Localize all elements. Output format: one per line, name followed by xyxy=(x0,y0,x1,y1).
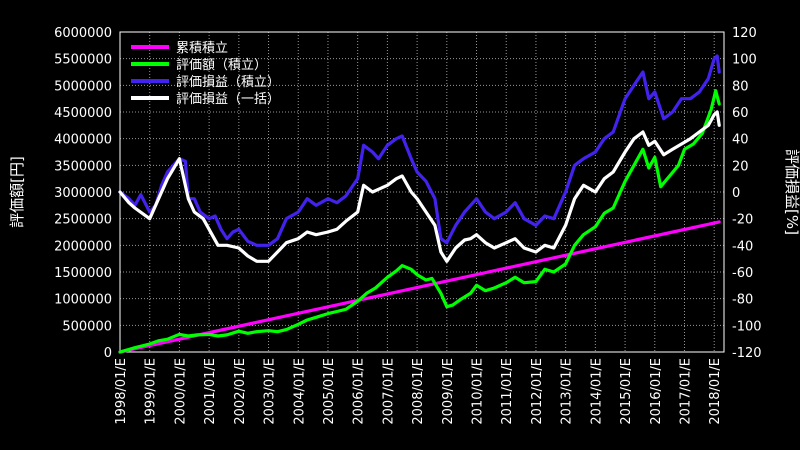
y-left-tick-label: 1500000 xyxy=(54,266,112,281)
y-left-tick-label: 4500000 xyxy=(54,106,112,121)
y-right-tick-label: 20 xyxy=(732,159,749,174)
x-tick-label: 2000/01/E xyxy=(173,358,188,425)
y-left-tick-label: 2500000 xyxy=(54,213,112,228)
y-right-tick-label: -20 xyxy=(732,213,753,228)
x-tick-label: 2015/01/E xyxy=(619,358,634,425)
x-tick-label: 2016/01/E xyxy=(649,358,664,425)
y-right-tick-label: 60 xyxy=(732,106,749,121)
x-tick-label: 2011/01/E xyxy=(500,358,515,425)
legend-label: 評価額（積立） xyxy=(176,58,267,73)
y-right-tick-label: -120 xyxy=(732,346,762,361)
y-right-tick-label: 40 xyxy=(732,133,749,148)
y-axis-right-ticks: -120 -100 -80 -60 -40 -20 0 20 40 60 80 100 120 xyxy=(732,26,762,361)
series-line-3 xyxy=(118,54,721,247)
y-axis-left-title: 評価額[円] xyxy=(8,156,26,228)
y-left-tick-label: 2000000 xyxy=(54,239,112,254)
x-tick-label: 2007/01/E xyxy=(381,358,396,425)
series-line-1 xyxy=(118,220,721,354)
y-right-tick-label: -100 xyxy=(732,319,762,334)
y-right-tick-label: 80 xyxy=(732,79,749,94)
y-right-tick-label: 120 xyxy=(732,26,757,41)
y-axis-left-ticks: 0 500000 1000000 1500000 2000000 2500000 30000… xyxy=(54,26,112,361)
x-tick-label: 2010/01/E xyxy=(471,358,486,425)
x-tick-label: 2012/01/E xyxy=(530,358,545,425)
x-tick-label: 2014/01/E xyxy=(589,358,604,425)
x-tick-label: 2002/01/E xyxy=(233,358,248,425)
x-tick-label: 2004/01/E xyxy=(292,358,307,425)
y-left-tick-label: 5500000 xyxy=(54,53,112,68)
series-line-4 xyxy=(118,110,721,263)
y-left-tick-label: 500000 xyxy=(62,319,112,334)
y-left-tick-label: 3500000 xyxy=(54,159,112,174)
y-left-tick-label: 4000000 xyxy=(54,133,112,148)
x-tick-label: 2009/01/E xyxy=(441,358,456,425)
y-right-tick-label: 0 xyxy=(732,186,740,201)
x-tick-label: 1998/01/E xyxy=(114,358,129,425)
x-tick-label: 2001/01/E xyxy=(203,358,218,425)
y-left-tick-label: 1000000 xyxy=(54,293,112,308)
x-tick-label: 2006/01/E xyxy=(352,358,367,425)
x-tick-label: 2018/01/E xyxy=(708,358,723,425)
x-tick-label: 2008/01/E xyxy=(411,358,426,425)
y-left-tick-label: 3000000 xyxy=(54,186,112,201)
y-left-tick-label: 6000000 xyxy=(54,26,112,41)
y-axis-right-title: 評価損益[%] xyxy=(783,149,800,235)
series-lines xyxy=(118,54,721,354)
legend-label: 評価損益（一括） xyxy=(176,92,280,107)
y-right-tick-label: -60 xyxy=(732,266,753,281)
x-tick-label: 2017/01/E xyxy=(678,358,693,425)
x-tick-label: 1999/01/E xyxy=(144,358,159,425)
x-tick-label: 2003/01/E xyxy=(263,358,278,425)
legend-label: 累積積立 xyxy=(176,41,228,56)
y-right-tick-label: -40 xyxy=(732,239,753,254)
x-tick-label: 2005/01/E xyxy=(322,358,337,425)
series-line-2 xyxy=(118,89,721,354)
legend-label: 評価損益（積立） xyxy=(176,75,280,90)
x-axis-ticks: 1998/01/E 1999/01/E 2000/01/E 2001/01/E 2002… xyxy=(114,358,723,425)
y-right-tick-label: 100 xyxy=(732,53,757,68)
x-tick-label: 2013/01/E xyxy=(560,358,575,425)
y-right-tick-label: -80 xyxy=(732,293,753,308)
y-left-tick-label: 0 xyxy=(104,346,112,361)
y-left-tick-label: 5000000 xyxy=(54,79,112,94)
